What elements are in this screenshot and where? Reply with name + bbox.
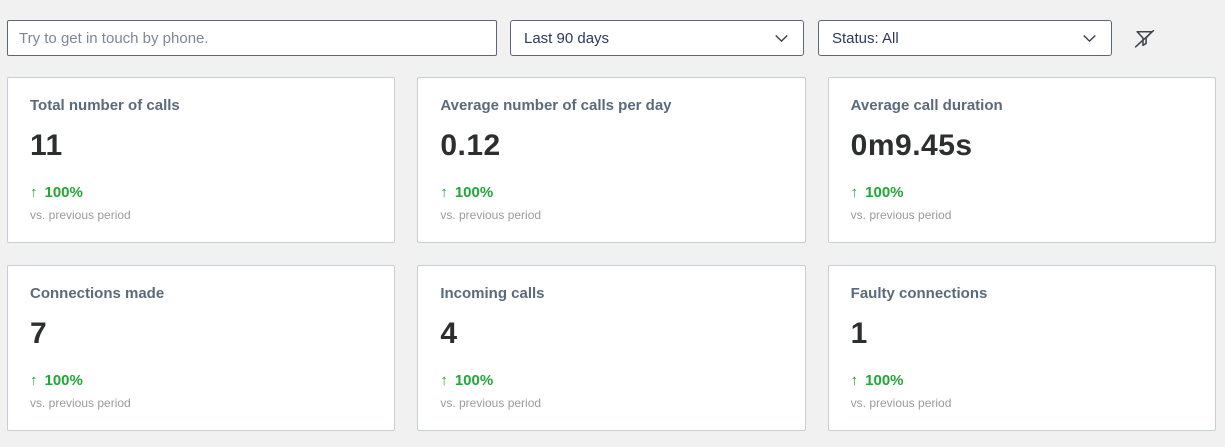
card-change: ↑ 100% xyxy=(851,184,1193,201)
status-value: Status: All xyxy=(832,29,899,47)
stat-card-incoming-calls: Incoming calls 4 ↑ 100% vs. previous per… xyxy=(417,265,806,431)
change-percent: 100% xyxy=(454,184,494,201)
clear-filters-button[interactable] xyxy=(1130,24,1158,52)
card-change: ↑ 100% xyxy=(30,372,372,389)
change-percent: 100% xyxy=(44,372,83,389)
filters-toolbar: Last 90 days Status: All xyxy=(7,20,1216,56)
filter-off-icon xyxy=(1132,26,1157,51)
card-value: 4 xyxy=(440,317,458,350)
chevron-down-icon xyxy=(773,30,790,47)
card-title: Total number of calls xyxy=(30,97,180,114)
trend-up-icon: ↑ xyxy=(30,372,38,389)
card-title: Incoming calls xyxy=(440,285,545,302)
comparison-label: vs. previous period xyxy=(30,208,131,222)
trend-up-icon: ↑ xyxy=(850,372,859,389)
stat-card-faulty-connections: Faulty connections 1 ↑ 100% vs. previous… xyxy=(827,265,1216,431)
comparison-label: vs. previous period xyxy=(850,208,952,222)
comparison-label: vs. previous period xyxy=(440,396,542,410)
search-input[interactable] xyxy=(7,20,497,56)
date-range-dropdown[interactable]: Last 90 days xyxy=(510,20,804,56)
date-range-value: Last 90 days xyxy=(524,29,610,47)
comparison-label: vs. previous period xyxy=(850,396,952,410)
chevron-down-icon xyxy=(1081,30,1098,47)
card-change: ↑ 100% xyxy=(30,184,372,201)
card-title: Connections made xyxy=(30,285,165,302)
status-dropdown[interactable]: Status: All xyxy=(818,20,1112,56)
trend-up-icon: ↑ xyxy=(440,372,448,389)
card-title: Average call duration xyxy=(850,97,1003,114)
trend-up-icon: ↑ xyxy=(30,184,38,201)
stat-cards-grid: Total number of calls 11 ↑ 100% vs. prev… xyxy=(7,77,1216,431)
card-change: ↑ 100% xyxy=(851,372,1193,389)
comparison-label: vs. previous period xyxy=(440,208,542,222)
card-value: 1 xyxy=(850,317,868,350)
comparison-label: vs. previous period xyxy=(30,396,131,410)
card-title: Average number of calls per day xyxy=(440,97,672,114)
trend-up-icon: ↑ xyxy=(440,184,448,201)
trend-up-icon: ↑ xyxy=(850,184,859,201)
card-change: ↑ 100% xyxy=(440,372,782,389)
change-percent: 100% xyxy=(44,184,83,201)
stat-card-total-calls: Total number of calls 11 ↑ 100% vs. prev… xyxy=(7,77,396,243)
card-value: 7 xyxy=(30,317,48,350)
change-percent: 100% xyxy=(865,184,904,201)
change-percent: 100% xyxy=(865,372,904,389)
change-percent: 100% xyxy=(454,372,494,389)
card-value: 11 xyxy=(30,129,63,162)
card-value: 0.12 xyxy=(440,129,501,162)
card-change: ↑ 100% xyxy=(440,184,782,201)
stat-card-avg-call-duration: Average call duration 0m9.45s ↑ 100% vs.… xyxy=(827,77,1216,243)
card-title: Faulty connections xyxy=(850,285,988,302)
card-value: 0m9.45s xyxy=(850,129,973,162)
stat-card-connections-made: Connections made 7 ↑ 100% vs. previous p… xyxy=(7,265,396,431)
stat-card-avg-calls-per-day: Average number of calls per day 0.12 ↑ 1… xyxy=(417,77,806,243)
